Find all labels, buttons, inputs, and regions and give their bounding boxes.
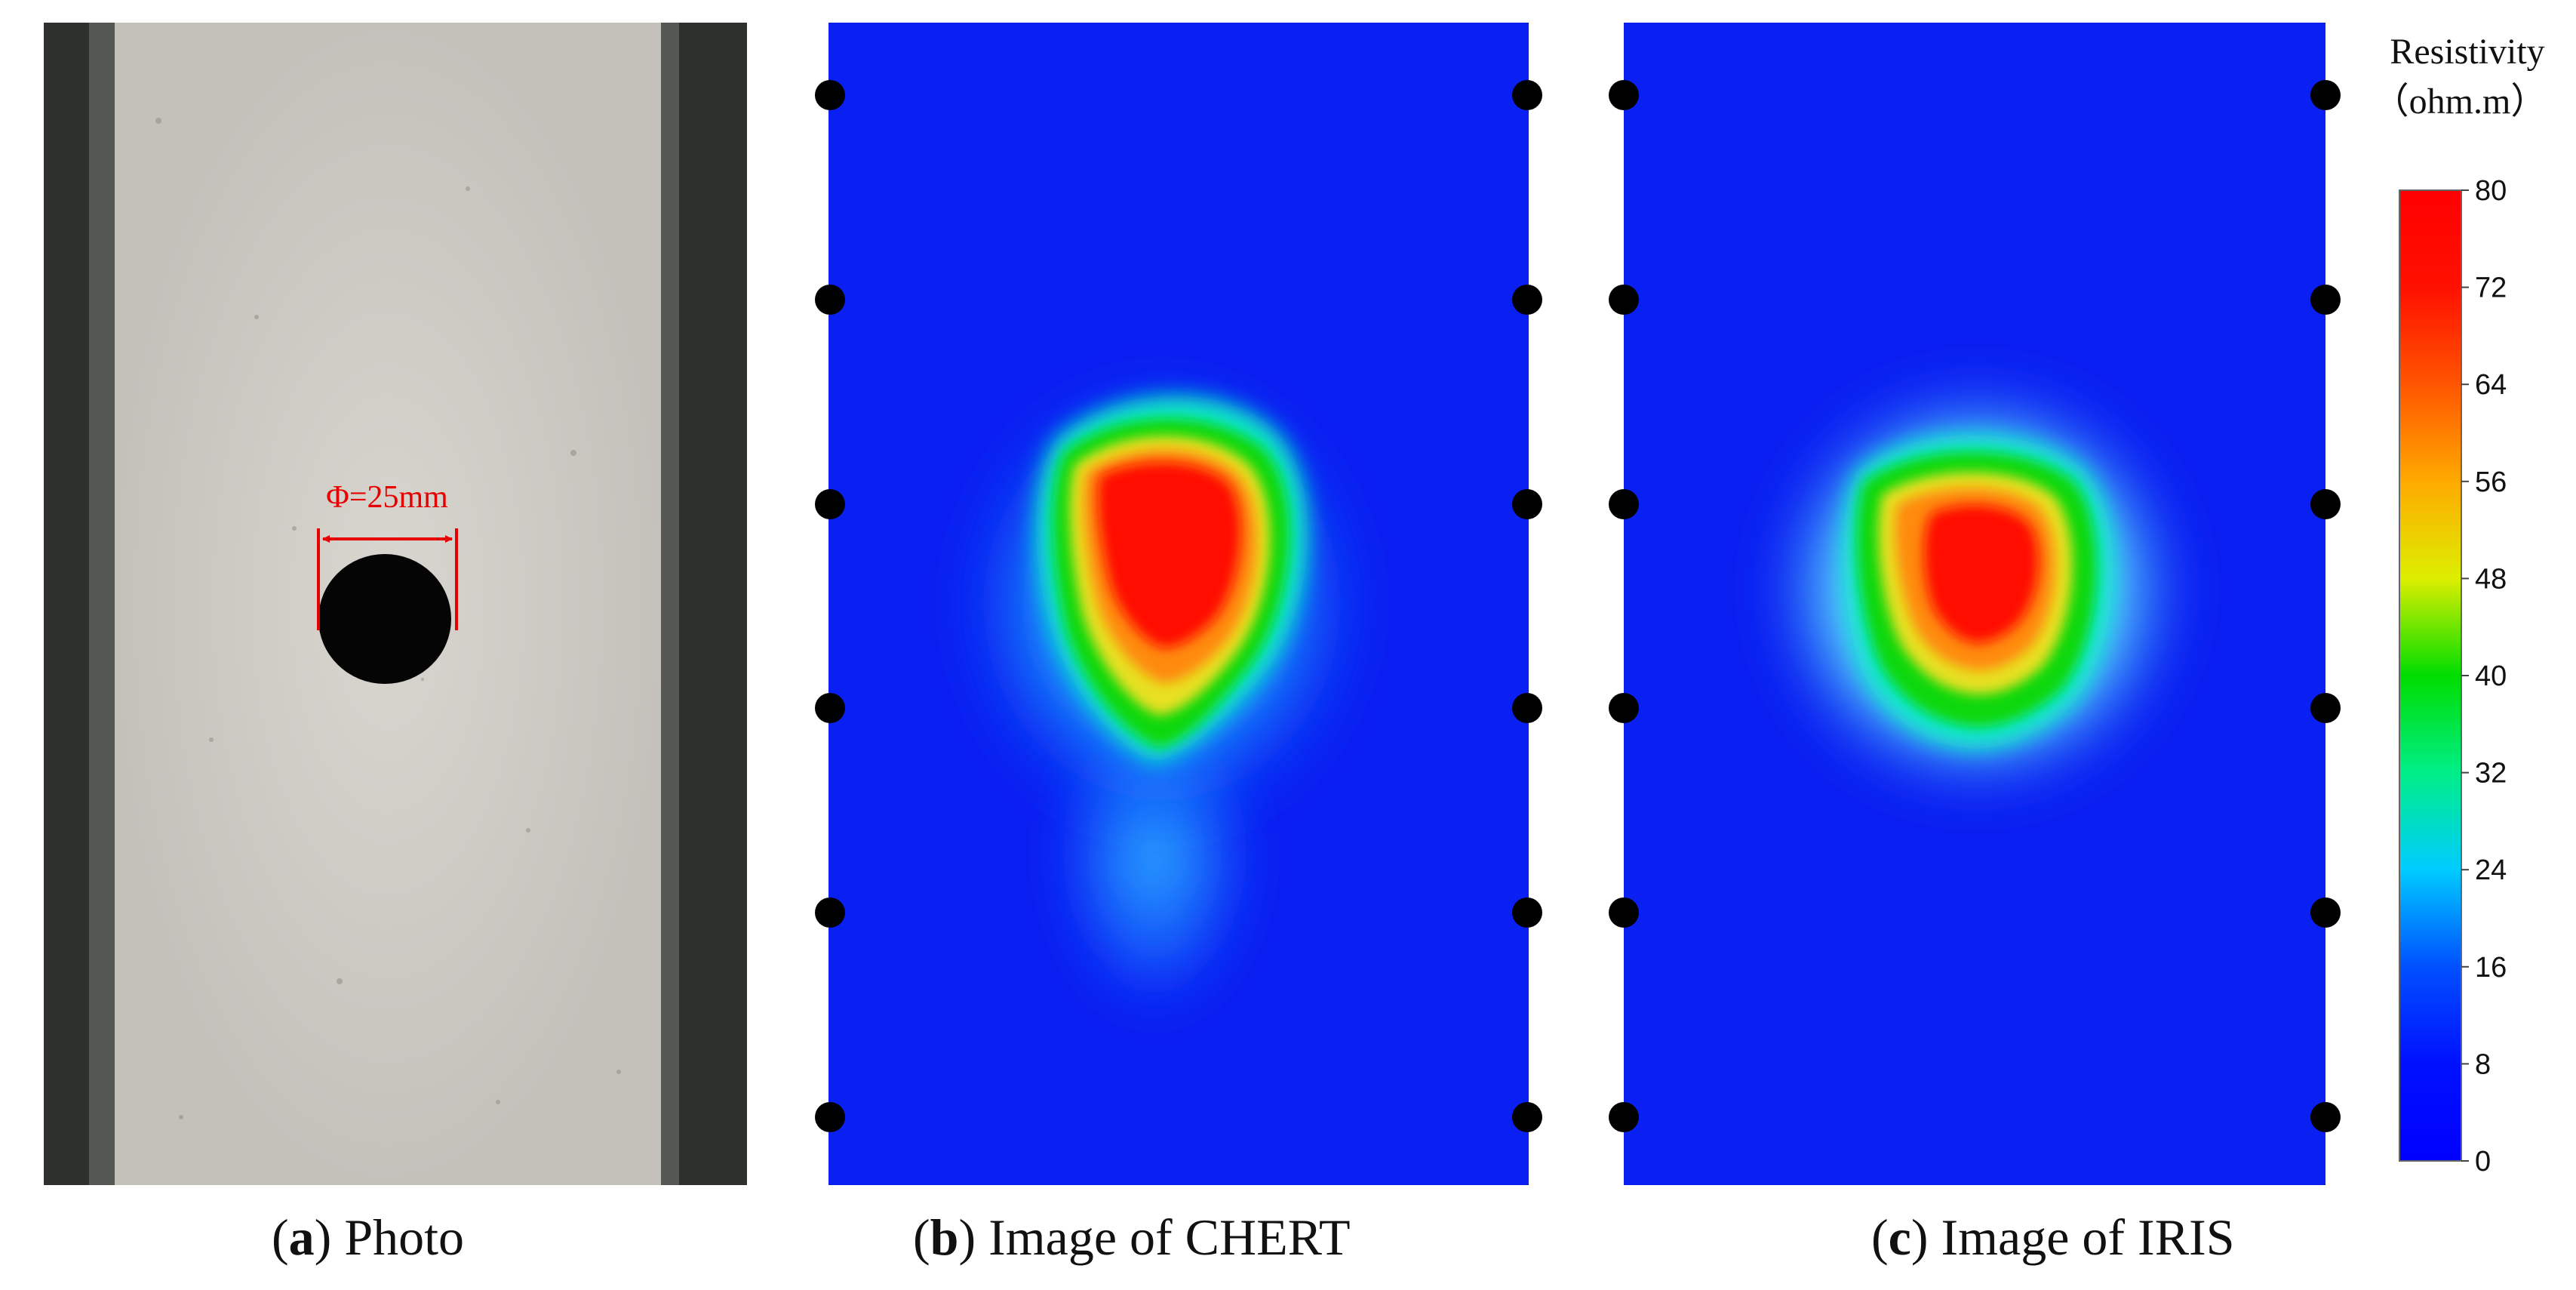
caption-c-letter: c (1888, 1208, 1911, 1266)
electrode-dot (2310, 693, 2341, 723)
caption-a-letter: a (288, 1208, 315, 1266)
photo-hole (318, 554, 451, 684)
electrode-dot (1512, 897, 1542, 928)
colorbar-tick-label: 16 (2475, 952, 2507, 984)
caption-b-letter: b (930, 1208, 959, 1266)
iris-peak-red (1924, 504, 2039, 643)
colorbar-tick-label: 48 (2475, 563, 2507, 595)
electrode-dot (2310, 285, 2341, 315)
electrode-dot (1609, 897, 1639, 928)
electrode-dot (2310, 897, 2341, 928)
electrode-dot (1609, 80, 1639, 110)
panel-b-chert (828, 23, 1529, 1185)
panel-c-iris (1624, 23, 2325, 1185)
caption-a-text: Photo (344, 1208, 465, 1266)
chert-peak-red (1098, 462, 1241, 648)
photo-speckles (155, 118, 621, 1119)
colorbar-tick-label: 72 (2475, 272, 2507, 304)
colorbar-tick-label: 24 (2475, 854, 2507, 886)
electrode-dot (1512, 80, 1542, 110)
colorbar-tick-label: 32 (2475, 758, 2507, 790)
electrode-dot (2310, 489, 2341, 519)
electrode-dot (1609, 693, 1639, 723)
electrode-dot (1609, 285, 1639, 315)
electrode-dot (2310, 1102, 2341, 1132)
electrode-dot (1609, 489, 1639, 519)
electrode-dot (815, 897, 845, 928)
colorbar-unit: （ohm.m） (2373, 82, 2547, 122)
colorbar-tick-label: 56 (2475, 466, 2507, 498)
colorbar-tick-label: 8 (2475, 1048, 2491, 1080)
electrode-dot (815, 285, 845, 315)
electrode-dot (815, 489, 845, 519)
electrode-dot (1609, 1102, 1639, 1132)
colorbar-scale (2399, 189, 2462, 1162)
colorbar-tick-label: 80 (2475, 175, 2507, 207)
electrode-dot (2310, 80, 2341, 110)
electrode-dot (1512, 489, 1542, 519)
caption-c-text: Image of IRIS (1941, 1208, 2235, 1266)
electrode-dot (1512, 285, 1542, 315)
colorbar-tick-label: 0 (2475, 1146, 2491, 1178)
colorbar-tick-label: 40 (2475, 660, 2507, 692)
electrode-dot (815, 80, 845, 110)
colorbar-tick-label: 64 (2475, 369, 2507, 401)
diameter-annotation: Φ=25mm (326, 480, 448, 515)
electrode-dot (1512, 693, 1542, 723)
electrode-dot (815, 1102, 845, 1132)
caption-c: (c) Image of IRIS (1871, 1208, 2235, 1266)
photo-frame-edge-left (89, 23, 116, 1185)
caption-a: (a) Photo (272, 1208, 465, 1266)
caption-b: (b) Image of CHERT (913, 1208, 1351, 1266)
electrode-dot (1512, 1102, 1542, 1132)
electrode-markers (815, 80, 2341, 1132)
electrode-dot (815, 693, 845, 723)
panel-a-photo: Φ=25mm (44, 23, 747, 1185)
caption-b-text: Image of CHERT (988, 1208, 1351, 1266)
colorbar-title: Resistivity (2390, 32, 2544, 72)
